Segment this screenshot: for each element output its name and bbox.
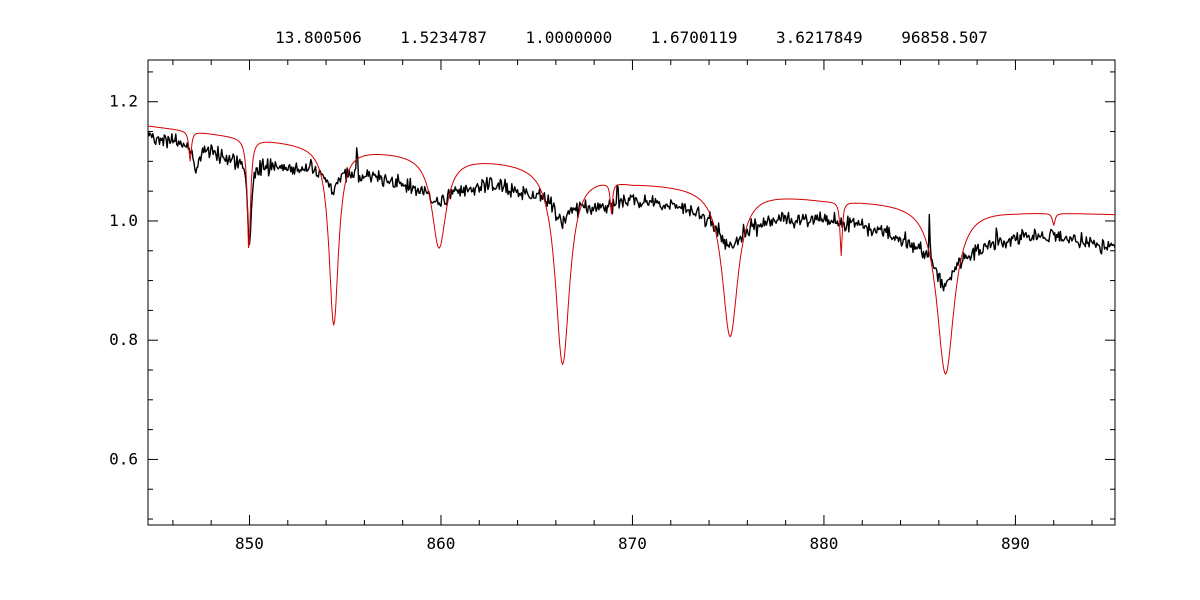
- plot-frame: [147, 59, 1116, 526]
- x-tick-label: 860: [427, 534, 456, 553]
- y-tick-label: 0.6: [109, 449, 138, 468]
- plot-title: 13.800506 1.5234787 1.0000000 1.6700119 …: [275, 28, 988, 47]
- y-tick-label: 1.2: [109, 92, 138, 111]
- y-tick-label: 0.8: [109, 330, 138, 349]
- y-tick-label: 1.0: [109, 211, 138, 230]
- x-tick-label: 870: [618, 534, 647, 553]
- series-model-spectrum: [147, 125, 1115, 375]
- x-tick-label: 850: [235, 534, 264, 553]
- x-tick-label: 890: [1001, 534, 1030, 553]
- x-tick-label: 880: [809, 534, 838, 553]
- series-observed-spectrum: [147, 131, 1116, 292]
